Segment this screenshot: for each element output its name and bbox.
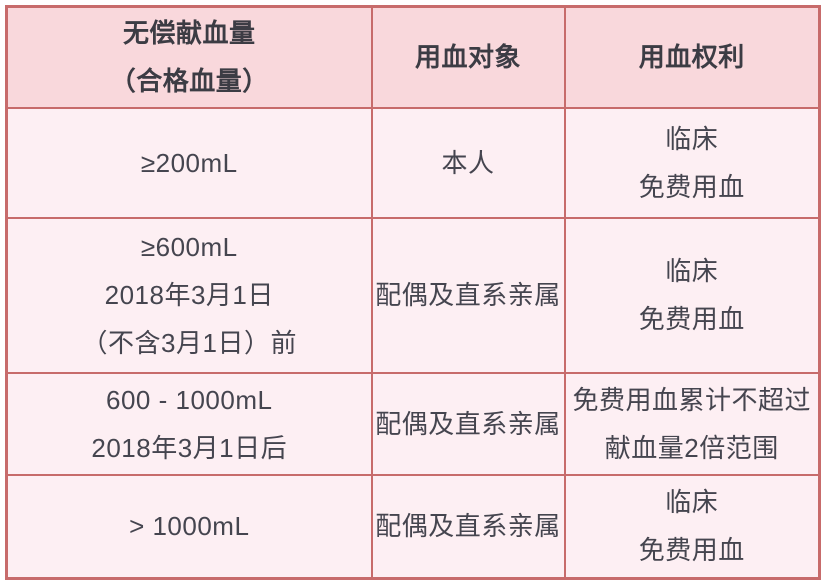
cell-user-spouse-relatives: 配偶及直系亲属 — [370, 473, 566, 580]
header-cell-donation-amount: 无偿献血量 （合格血量） — [5, 5, 373, 109]
header-line: 用血对象 — [414, 42, 521, 73]
table-row-gt1000: > 1000mL 配偶及直系亲属 临床 免费用血 — [5, 473, 821, 580]
table-row-ge200: ≥200mL 本人 临床 免费用血 — [5, 106, 821, 219]
table-row-ge600-before: ≥600mL 2018年3月1日 （不含3月1日）前 配偶及直系亲属 临床 免费… — [5, 216, 821, 374]
cell-amount-600-1000-after: 600 - 1000mL 2018年3月1日后 — [5, 371, 373, 476]
cell-amount-gt1000: > 1000mL — [5, 473, 373, 580]
header-line: 无偿献血量 — [122, 18, 256, 49]
cell-line: 配偶及直系亲属 — [375, 408, 561, 439]
cell-line: 2018年3月1日后 — [91, 432, 288, 463]
cell-line: > 1000mL — [129, 511, 250, 542]
cell-line: 600 - 1000mL — [106, 384, 273, 415]
cell-line: （不含3月1日）前 — [81, 328, 297, 358]
cell-rights-free-clinical: 临床 免费用血 — [563, 106, 821, 219]
cell-line: 2018年3月1日 — [104, 280, 274, 310]
blood-usage-table: 无偿献血量 （合格血量） 用血对象 用血权利 ≥200mL 本人 — [5, 5, 821, 580]
cell-line: 免费用血 — [638, 535, 745, 566]
cell-rights-capped-double: 免费用血累计不超过 献血量2倍范围 — [563, 371, 821, 476]
cell-line: 配偶及直系亲属 — [375, 280, 561, 310]
table-row-600-1000-after: 600 - 1000mL 2018年3月1日后 配偶及直系亲属 免费用血累计不超… — [5, 371, 821, 476]
cell-line: 临床 — [665, 256, 719, 286]
cell-amount-ge200: ≥200mL — [5, 106, 373, 219]
cell-user-self: 本人 — [370, 106, 566, 219]
cell-rights-free-clinical: 临床 免费用血 — [563, 216, 821, 374]
header-line: （合格血量） — [109, 66, 269, 97]
cell-user-spouse-relatives: 配偶及直系亲属 — [370, 216, 566, 374]
cell-line: 临床 — [665, 123, 719, 154]
header-row: 无偿献血量 （合格血量） 用血对象 用血权利 — [5, 5, 821, 109]
cell-line: 本人 — [441, 147, 495, 178]
header-line: 用血权利 — [638, 42, 745, 73]
cell-rights-free-clinical: 临床 免费用血 — [563, 473, 821, 580]
blood-usage-table-container: 无偿献血量 （合格血量） 用血对象 用血权利 ≥200mL 本人 — [5, 5, 821, 580]
cell-line: ≥600mL — [140, 232, 238, 262]
cell-line: ≥200mL — [140, 147, 238, 178]
header-cell-blood-user: 用血对象 — [370, 5, 566, 109]
cell-line: 临床 — [665, 487, 719, 518]
cell-line: 免费用血 — [638, 171, 745, 202]
cell-line: 免费用血累计不超过 — [572, 384, 811, 415]
cell-amount-ge600-before: ≥600mL 2018年3月1日 （不含3月1日）前 — [5, 216, 373, 374]
cell-line: 献血量2倍范围 — [604, 432, 779, 463]
cell-line: 配偶及直系亲属 — [375, 511, 561, 542]
cell-line: 免费用血 — [638, 304, 745, 334]
cell-user-spouse-relatives: 配偶及直系亲属 — [370, 371, 566, 476]
header-cell-blood-rights: 用血权利 — [563, 5, 821, 109]
